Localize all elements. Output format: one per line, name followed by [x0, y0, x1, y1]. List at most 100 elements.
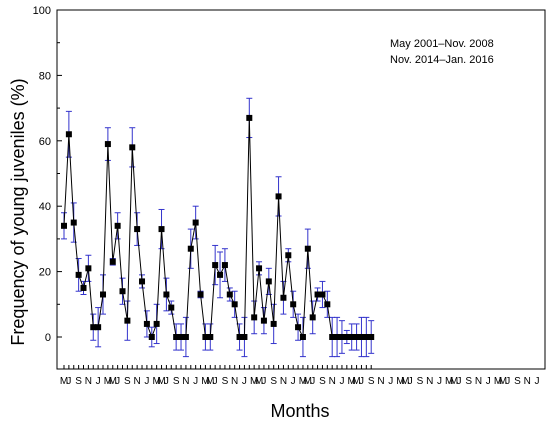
y-axis-label: Frequency of young juveniles (%) — [8, 78, 28, 345]
y-tick-label: 100 — [33, 5, 51, 17]
x-tick-label: J — [261, 376, 266, 387]
x-tick-label: N — [377, 376, 384, 387]
x-tick-label: S — [222, 376, 229, 387]
data-point — [295, 324, 302, 331]
x-tick-label: N — [524, 376, 531, 387]
x-tick-label: M — [450, 376, 458, 387]
x-tick-label: J — [339, 376, 344, 387]
data-point — [187, 245, 194, 252]
data-point — [231, 301, 238, 308]
x-tick-label: J — [115, 376, 120, 387]
data-point — [314, 291, 321, 298]
x-tick-label: N — [134, 376, 141, 387]
data-point — [290, 301, 297, 308]
data-point — [324, 301, 331, 308]
data-point — [265, 278, 272, 285]
data-point — [368, 334, 375, 340]
data-point — [256, 265, 263, 272]
x-tick-label: J — [66, 376, 71, 387]
data-point — [148, 334, 155, 340]
data-point — [334, 334, 341, 340]
x-tick-label: J — [164, 376, 169, 387]
markers — [61, 114, 375, 340]
x-tick-label: N — [280, 376, 287, 387]
data-point — [95, 324, 102, 331]
data-point — [75, 271, 82, 278]
x-tick-label: J — [437, 376, 442, 387]
data-point — [251, 314, 258, 321]
x-tick-label: M — [201, 376, 209, 387]
data-point — [163, 291, 170, 298]
data-point — [246, 114, 253, 121]
y-ticks: 0 20 40 60 80 100 — [33, 5, 62, 344]
data-point — [158, 226, 165, 233]
x-tick-label: J — [242, 376, 247, 387]
x-tick-label: S — [124, 376, 131, 387]
x-tick-label: M — [104, 376, 112, 387]
data-point — [134, 226, 141, 233]
data-point — [236, 334, 243, 340]
x-tick-label: N — [182, 376, 189, 387]
legend-line-1: May 2001–Nov. 2008 — [390, 38, 494, 50]
x-tick-label: M — [109, 376, 117, 387]
data-point — [338, 334, 345, 340]
x-tick-label: N — [329, 376, 336, 387]
data-point — [192, 219, 199, 226]
y-tick-label: 0 — [45, 332, 51, 344]
x-axis-label: Months — [270, 401, 329, 421]
data-point — [114, 222, 121, 229]
data-point — [124, 317, 131, 324]
data-point — [197, 291, 204, 298]
data-point — [182, 334, 189, 340]
x-tick-label: M — [60, 376, 68, 387]
x-tick-label: J — [388, 376, 393, 387]
y-tick-label: 60 — [39, 136, 51, 148]
x-ticks: MJ S N J MMJ S N J MMJ S N J MMJ S N J MMJ S N J MMJ S N J MMJ S N… — [60, 365, 540, 387]
x-tick-label: M — [299, 376, 307, 387]
y-tick-label: 80 — [39, 70, 51, 82]
x-tick-label: J — [193, 376, 198, 387]
data-point — [85, 265, 92, 272]
data-point — [168, 304, 175, 311]
data-point — [202, 334, 209, 340]
data-point — [80, 284, 87, 291]
x-tick-label: N — [231, 376, 238, 387]
x-tick-label: M — [494, 376, 502, 387]
x-tick-label: M — [401, 376, 409, 387]
data-point — [260, 317, 267, 324]
data-point — [319, 291, 326, 298]
data-point — [119, 288, 126, 295]
data-point — [90, 324, 97, 331]
x-tick-label: N — [85, 376, 92, 387]
data-point — [129, 144, 136, 151]
data-point — [109, 258, 116, 265]
data-point — [139, 278, 146, 285]
x-tick-label: J — [486, 376, 491, 387]
x-tick-label: M — [250, 376, 258, 387]
data-point — [100, 291, 107, 298]
data-point — [241, 334, 248, 340]
x-tick-label: M — [206, 376, 214, 387]
x-tick-label: N — [426, 376, 433, 387]
x-tick-label: N — [475, 376, 482, 387]
x-tick-label: J — [213, 376, 218, 387]
error-bars — [61, 97, 375, 358]
data-point — [212, 262, 219, 269]
x-tick-label: J — [291, 376, 296, 387]
x-tick-label: J — [359, 376, 364, 387]
x-tick-label: S — [270, 376, 277, 387]
data-point — [309, 314, 316, 321]
y-tick-label: 20 — [39, 267, 51, 279]
data-point — [173, 334, 180, 340]
legend-line-2: Nov. 2014–Jan. 2016 — [390, 54, 494, 66]
data-point — [343, 334, 350, 340]
data-point — [143, 320, 150, 327]
plot-frame — [56, 9, 546, 370]
x-tick-label: J — [456, 376, 461, 387]
data-point — [348, 334, 355, 340]
x-tick-label: M — [445, 376, 453, 387]
data-point — [221, 262, 228, 269]
x-tick-label: S — [514, 376, 521, 387]
x-tick-label: M — [152, 376, 160, 387]
